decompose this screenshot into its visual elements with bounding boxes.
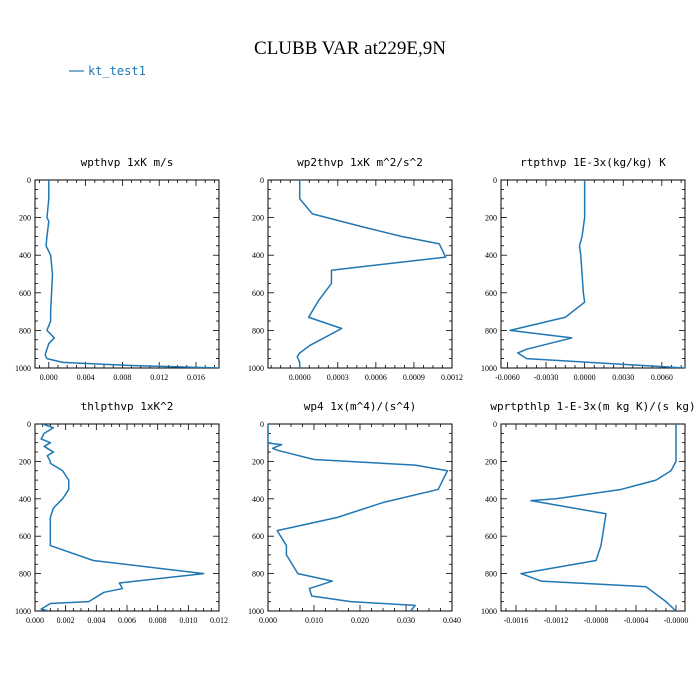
x-tick-label: 0.012 — [150, 373, 168, 382]
x-tick-label: 0.030 — [397, 616, 415, 625]
x-tick-label: 0.002 — [57, 616, 75, 625]
subplot-title: wprtpthlp 1-E-3x(m kg K)/(s kg) — [490, 400, 695, 413]
subplot-title: rtpthvp 1E-3x(kg/kg) K — [520, 156, 666, 169]
x-tick-label: 0.010 — [305, 616, 323, 625]
x-tick-label: -0.0030 — [534, 373, 559, 382]
x-tick-label: 0.006 — [118, 616, 136, 625]
x-tick-label: 0.0000 — [574, 373, 596, 382]
series-line-kt-test1 — [509, 180, 685, 368]
subplot-3: rtpthvp 1E-3x(kg/kg) K02004006008001000-… — [481, 156, 686, 382]
subplot-title: thlpthvp 1xK^2 — [81, 400, 174, 413]
axes-frame — [500, 179, 686, 369]
subplot-title: wp4 1x(m^4)/(s^4) — [304, 400, 417, 413]
x-tick-label: 0.016 — [187, 373, 205, 382]
y-tick-label: 600 — [252, 532, 264, 541]
y-tick-label: 1000 — [15, 607, 31, 616]
y-tick-label: 1000 — [15, 364, 31, 373]
y-tick-label: 800 — [485, 570, 497, 579]
y-tick-label: 200 — [485, 214, 497, 223]
series-line-kt-test1 — [520, 424, 677, 611]
series-line-kt-test1 — [40, 424, 205, 611]
y-tick-label: 1000 — [481, 607, 497, 616]
y-tick-label: 1000 — [481, 364, 497, 373]
y-tick-label: 800 — [252, 570, 264, 579]
x-tick-label: -0.0060 — [495, 373, 520, 382]
y-tick-label: 0 — [27, 176, 31, 185]
axes-frame — [267, 423, 453, 612]
y-tick-label: 0 — [493, 420, 497, 429]
x-tick-label: -0.0004 — [624, 616, 649, 625]
subplot-6: wprtpthlp 1-E-3x(m kg K)/(s kg) 0 200 400 60… — [481, 400, 696, 625]
x-tick-label: 0.008 — [149, 616, 167, 625]
subplot-2: wp2thvp 1xK m^2/s^2 0 200 400 600 800 1000 0.00… — [248, 156, 463, 382]
x-tick-label: 0.000 — [40, 373, 58, 382]
y-tick-label: 800 — [19, 326, 31, 335]
y-tick-label: 0 — [260, 176, 264, 185]
subplot-title: wpthvp 1xK m/s — [81, 156, 174, 169]
axes-frame — [500, 423, 686, 612]
x-tick-label: -0.0000 — [664, 616, 689, 625]
y-tick-label: 600 — [19, 532, 31, 541]
y-tick-label: 400 — [19, 251, 31, 260]
y-tick-label: 400 — [252, 251, 264, 260]
x-tick-label: 0.0012 — [441, 373, 463, 382]
x-tick-label: 0.000 — [26, 616, 44, 625]
series-line-kt-test1 — [268, 424, 449, 611]
y-tick-label: 0 — [260, 420, 264, 429]
x-tick-label: 0.0003 — [327, 373, 349, 382]
x-tick-label: 0.008 — [113, 373, 131, 382]
y-tick-label: 400 — [252, 495, 264, 504]
series-line-kt-test1 — [296, 180, 447, 368]
x-tick-label: 0.040 — [443, 616, 461, 625]
y-tick-label: 600 — [252, 289, 264, 298]
y-tick-label: 400 — [485, 251, 497, 260]
y-tick-label: 600 — [485, 289, 497, 298]
x-tick-label: 0.010 — [179, 616, 197, 625]
y-tick-label: 600 — [19, 289, 31, 298]
axes-frame — [34, 179, 220, 369]
x-tick-label: -0.0012 — [544, 616, 569, 625]
legend-label-kt-test1: kt_test1 — [88, 64, 146, 78]
y-tick-label: 1000 — [248, 607, 264, 616]
y-tick-label: 400 — [485, 495, 497, 504]
axes-frame — [34, 423, 220, 612]
figure-title: CLUBB VAR at229E,9N — [254, 38, 446, 59]
x-tick-label: 0.0006 — [365, 373, 387, 382]
y-tick-label: 200 — [252, 214, 264, 223]
y-tick-label: 0 — [493, 176, 497, 185]
x-tick-label: 0.004 — [77, 373, 95, 382]
y-tick-label: 200 — [252, 457, 264, 466]
x-tick-label: 0.012 — [210, 616, 228, 625]
y-tick-label: 600 — [485, 532, 497, 541]
y-tick-label: 200 — [485, 457, 497, 466]
x-tick-label: 0.020 — [351, 616, 369, 625]
subplot-title: wp2thvp 1xK m^2/s^2 — [297, 156, 423, 169]
x-tick-label: 0.004 — [87, 616, 105, 625]
x-tick-label: -0.0016 — [504, 616, 529, 625]
y-tick-label: 200 — [19, 214, 31, 223]
y-tick-label: 0 — [27, 420, 31, 429]
x-tick-label: 0.0000 — [289, 373, 311, 382]
axes-frame — [267, 179, 453, 369]
x-tick-label: -0.0008 — [584, 616, 609, 625]
y-tick-label: 800 — [252, 326, 264, 335]
x-tick-label: 0.000 — [259, 616, 277, 625]
y-tick-label: 1000 — [248, 364, 264, 373]
y-tick-label: 800 — [485, 326, 497, 335]
x-tick-label: 0.0009 — [403, 373, 425, 382]
y-tick-label: 400 — [19, 495, 31, 504]
legend: kt_test1 — [69, 64, 146, 78]
series-line-kt-test1 — [44, 180, 219, 368]
y-tick-label: 800 — [19, 570, 31, 579]
subplot-1: wpthvp 1xK m/s 0 200 400 600 800 1000 0.000 0.00… — [15, 156, 220, 382]
x-tick-label: 0.0060 — [651, 373, 673, 382]
y-tick-label: 200 — [19, 457, 31, 466]
x-tick-label: 0.0030 — [612, 373, 634, 382]
